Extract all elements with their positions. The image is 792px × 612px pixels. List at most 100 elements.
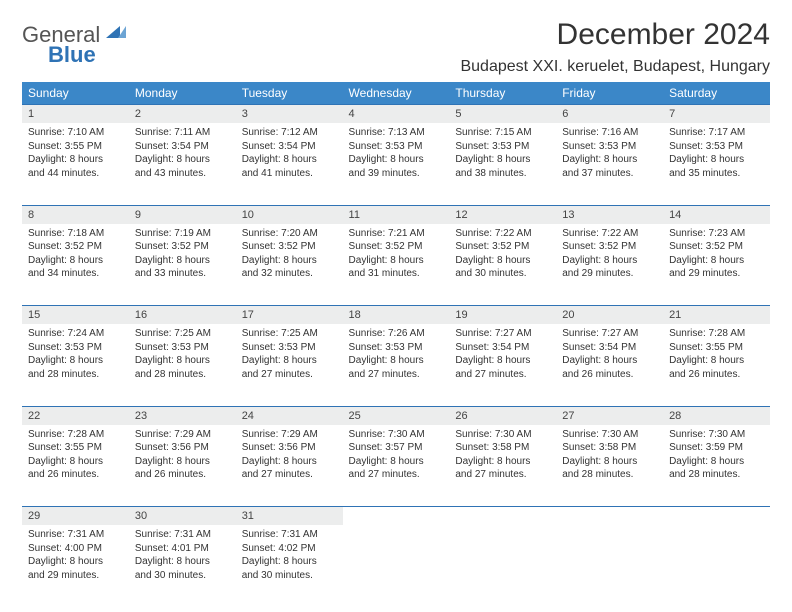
sunrise-text: Sunrise: 7:11 AM [135, 126, 230, 140]
day-cell: Sunrise: 7:29 AMSunset: 3:56 PMDaylight:… [129, 425, 236, 507]
day-cell [556, 525, 663, 607]
logo-text: General Blue [22, 24, 100, 66]
day-number: 22 [22, 406, 129, 425]
daylight-text: Daylight: 8 hours [562, 455, 657, 469]
daylight-text: and 29 minutes. [28, 569, 123, 583]
day-cell [449, 525, 556, 607]
day-number: 15 [22, 306, 129, 325]
daylight-text: Daylight: 8 hours [135, 455, 230, 469]
day-cell: Sunrise: 7:20 AMSunset: 3:52 PMDaylight:… [236, 224, 343, 306]
logo-text-blue: Blue [22, 44, 100, 66]
sunset-text: Sunset: 3:52 PM [562, 240, 657, 254]
daylight-text: Daylight: 8 hours [455, 354, 550, 368]
day-content: Sunrise: 7:27 AMSunset: 3:54 PMDaylight:… [455, 327, 550, 381]
daylight-text: Daylight: 8 hours [28, 555, 123, 569]
daylight-text: and 33 minutes. [135, 267, 230, 281]
sunset-text: Sunset: 3:52 PM [669, 240, 764, 254]
day-cell: Sunrise: 7:25 AMSunset: 3:53 PMDaylight:… [236, 324, 343, 406]
day-content: Sunrise: 7:28 AMSunset: 3:55 PMDaylight:… [669, 327, 764, 381]
day-content: Sunrise: 7:22 AMSunset: 3:52 PMDaylight:… [455, 227, 550, 281]
day-number-row: 1234567 [22, 105, 770, 124]
day-cell: Sunrise: 7:29 AMSunset: 3:56 PMDaylight:… [236, 425, 343, 507]
day-number: 7 [663, 105, 770, 124]
day-number: 24 [236, 406, 343, 425]
sunset-text: Sunset: 3:52 PM [242, 240, 337, 254]
day-cell: Sunrise: 7:31 AMSunset: 4:02 PMDaylight:… [236, 525, 343, 607]
daylight-text: Daylight: 8 hours [28, 354, 123, 368]
daylight-text: and 30 minutes. [135, 569, 230, 583]
daylight-text: Daylight: 8 hours [455, 455, 550, 469]
week-row: Sunrise: 7:31 AMSunset: 4:00 PMDaylight:… [22, 525, 770, 607]
daylight-text: Daylight: 8 hours [28, 254, 123, 268]
sunrise-text: Sunrise: 7:15 AM [455, 126, 550, 140]
sunset-text: Sunset: 3:52 PM [28, 240, 123, 254]
day-number [449, 507, 556, 526]
sunset-text: Sunset: 3:54 PM [455, 341, 550, 355]
day-number: 5 [449, 105, 556, 124]
day-number: 3 [236, 105, 343, 124]
daylight-text: Daylight: 8 hours [242, 555, 337, 569]
day-cell: Sunrise: 7:23 AMSunset: 3:52 PMDaylight:… [663, 224, 770, 306]
weekday-header: Monday [129, 82, 236, 105]
sunrise-text: Sunrise: 7:31 AM [242, 528, 337, 542]
sunset-text: Sunset: 3:56 PM [242, 441, 337, 455]
sunset-text: Sunset: 3:52 PM [455, 240, 550, 254]
sunrise-text: Sunrise: 7:27 AM [455, 327, 550, 341]
daylight-text: Daylight: 8 hours [562, 254, 657, 268]
day-cell: Sunrise: 7:19 AMSunset: 3:52 PMDaylight:… [129, 224, 236, 306]
day-cell: Sunrise: 7:22 AMSunset: 3:52 PMDaylight:… [449, 224, 556, 306]
day-content: Sunrise: 7:20 AMSunset: 3:52 PMDaylight:… [242, 227, 337, 281]
daylight-text: and 26 minutes. [135, 468, 230, 482]
daylight-text: Daylight: 8 hours [455, 254, 550, 268]
sunset-text: Sunset: 3:54 PM [562, 341, 657, 355]
week-row: Sunrise: 7:24 AMSunset: 3:53 PMDaylight:… [22, 324, 770, 406]
sunset-text: Sunset: 3:58 PM [455, 441, 550, 455]
sunrise-text: Sunrise: 7:20 AM [242, 227, 337, 241]
day-cell: Sunrise: 7:17 AMSunset: 3:53 PMDaylight:… [663, 123, 770, 205]
sunrise-text: Sunrise: 7:13 AM [349, 126, 444, 140]
day-content: Sunrise: 7:30 AMSunset: 3:58 PMDaylight:… [455, 428, 550, 482]
daylight-text: and 39 minutes. [349, 167, 444, 181]
sunrise-text: Sunrise: 7:22 AM [562, 227, 657, 241]
day-content: Sunrise: 7:31 AMSunset: 4:01 PMDaylight:… [135, 528, 230, 582]
day-number [343, 507, 450, 526]
day-content: Sunrise: 7:19 AMSunset: 3:52 PMDaylight:… [135, 227, 230, 281]
day-number: 28 [663, 406, 770, 425]
day-number: 25 [343, 406, 450, 425]
sunrise-text: Sunrise: 7:21 AM [349, 227, 444, 241]
month-title: December 2024 [460, 18, 770, 52]
sunset-text: Sunset: 4:00 PM [28, 542, 123, 556]
day-cell: Sunrise: 7:15 AMSunset: 3:53 PMDaylight:… [449, 123, 556, 205]
day-content: Sunrise: 7:25 AMSunset: 3:53 PMDaylight:… [242, 327, 337, 381]
sunrise-text: Sunrise: 7:25 AM [242, 327, 337, 341]
day-number: 6 [556, 105, 663, 124]
daylight-text: Daylight: 8 hours [28, 153, 123, 167]
sunrise-text: Sunrise: 7:31 AM [28, 528, 123, 542]
day-number [663, 507, 770, 526]
daylight-text: Daylight: 8 hours [349, 153, 444, 167]
sunset-text: Sunset: 3:53 PM [135, 341, 230, 355]
logo: General Blue [22, 18, 126, 66]
sunrise-text: Sunrise: 7:29 AM [135, 428, 230, 442]
weekday-header: Friday [556, 82, 663, 105]
daylight-text: Daylight: 8 hours [562, 153, 657, 167]
day-content: Sunrise: 7:21 AMSunset: 3:52 PMDaylight:… [349, 227, 444, 281]
daylight-text: and 26 minutes. [562, 368, 657, 382]
daylight-text: Daylight: 8 hours [349, 455, 444, 469]
day-cell: Sunrise: 7:31 AMSunset: 4:01 PMDaylight:… [129, 525, 236, 607]
day-cell: Sunrise: 7:27 AMSunset: 3:54 PMDaylight:… [556, 324, 663, 406]
day-cell [343, 525, 450, 607]
daylight-text: Daylight: 8 hours [135, 555, 230, 569]
day-number: 20 [556, 306, 663, 325]
sunrise-text: Sunrise: 7:23 AM [669, 227, 764, 241]
daylight-text: Daylight: 8 hours [669, 354, 764, 368]
day-content: Sunrise: 7:30 AMSunset: 3:59 PMDaylight:… [669, 428, 764, 482]
sunrise-text: Sunrise: 7:29 AM [242, 428, 337, 442]
sunset-text: Sunset: 3:53 PM [349, 341, 444, 355]
day-content: Sunrise: 7:25 AMSunset: 3:53 PMDaylight:… [135, 327, 230, 381]
day-number-row: 22232425262728 [22, 406, 770, 425]
weekday-header: Sunday [22, 82, 129, 105]
day-number: 26 [449, 406, 556, 425]
day-number: 13 [556, 205, 663, 224]
sunrise-text: Sunrise: 7:26 AM [349, 327, 444, 341]
